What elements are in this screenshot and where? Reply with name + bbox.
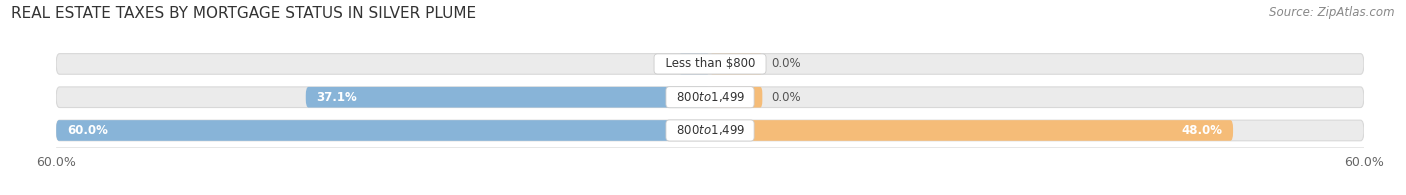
Text: REAL ESTATE TAXES BY MORTGAGE STATUS IN SILVER PLUME: REAL ESTATE TAXES BY MORTGAGE STATUS IN … — [11, 6, 477, 21]
Text: 37.1%: 37.1% — [316, 91, 357, 104]
Text: 0.0%: 0.0% — [770, 91, 800, 104]
Text: Less than $800: Less than $800 — [658, 58, 762, 70]
Text: 0.0%: 0.0% — [770, 58, 800, 70]
FancyBboxPatch shape — [56, 120, 710, 141]
FancyBboxPatch shape — [56, 120, 1364, 141]
Text: $800 to $1,499: $800 to $1,499 — [669, 90, 751, 104]
FancyBboxPatch shape — [710, 54, 762, 74]
Text: 48.0%: 48.0% — [1181, 124, 1222, 137]
Text: 2.9%: 2.9% — [689, 58, 723, 70]
FancyBboxPatch shape — [679, 54, 710, 74]
Text: Source: ZipAtlas.com: Source: ZipAtlas.com — [1270, 6, 1395, 19]
Text: $800 to $1,499: $800 to $1,499 — [669, 123, 751, 137]
FancyBboxPatch shape — [305, 87, 710, 107]
FancyBboxPatch shape — [56, 54, 1364, 74]
FancyBboxPatch shape — [710, 120, 1233, 141]
FancyBboxPatch shape — [710, 87, 762, 107]
Text: 60.0%: 60.0% — [67, 124, 108, 137]
FancyBboxPatch shape — [56, 87, 1364, 107]
